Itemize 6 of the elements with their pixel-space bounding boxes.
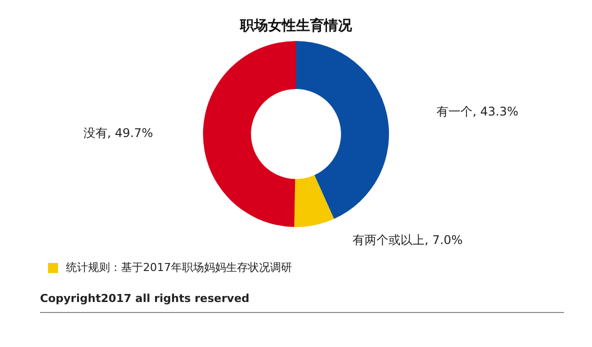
slice-label: 有两个或以上, 7.0%: [352, 232, 463, 247]
slice-label: 没有, 49.7%: [83, 126, 154, 140]
slice-label: 有一个, 43.3%: [436, 104, 518, 118]
chart-title: 职场女性生育情况: [239, 17, 353, 34]
text: 统计规则：基于2017年职场妈妈生存状况调研: [66, 260, 292, 275]
text: Copyright2017 all rights reserved: [40, 292, 250, 305]
